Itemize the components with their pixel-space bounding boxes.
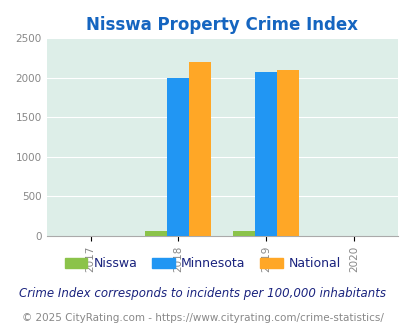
Bar bbox=[233, 231, 255, 236]
Text: Crime Index corresponds to incidents per 100,000 inhabitants: Crime Index corresponds to incidents per… bbox=[19, 287, 386, 300]
Title: Nisswa Property Crime Index: Nisswa Property Crime Index bbox=[86, 16, 357, 34]
Bar bbox=[255, 72, 277, 236]
Bar bbox=[145, 231, 167, 236]
Bar bbox=[189, 62, 211, 236]
Bar bbox=[167, 78, 189, 236]
Bar bbox=[277, 70, 298, 236]
Legend: Nisswa, Minnesota, National: Nisswa, Minnesota, National bbox=[60, 252, 345, 275]
Text: © 2025 CityRating.com - https://www.cityrating.com/crime-statistics/: © 2025 CityRating.com - https://www.city… bbox=[22, 314, 383, 323]
